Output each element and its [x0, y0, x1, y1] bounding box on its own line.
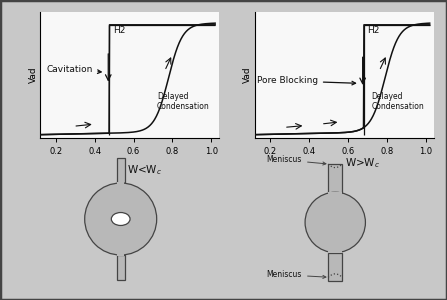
- Bar: [117, 254, 124, 256]
- Text: H2: H2: [367, 26, 380, 34]
- Text: Delayed
Condensation: Delayed Condensation: [157, 92, 210, 111]
- Bar: [329, 251, 342, 253]
- Text: Pore Blocking: Pore Blocking: [257, 76, 355, 85]
- Bar: [328, 253, 342, 281]
- Y-axis label: Vad: Vad: [29, 67, 38, 83]
- Text: W<W$_c$: W<W$_c$: [127, 164, 162, 177]
- Text: Delayed
Condensation: Delayed Condensation: [371, 92, 424, 111]
- Text: Meniscus: Meniscus: [267, 155, 326, 165]
- Text: W>W$_c$: W>W$_c$: [345, 157, 380, 170]
- Bar: [329, 192, 342, 194]
- Bar: [328, 164, 342, 193]
- Bar: [117, 182, 124, 184]
- Text: Meniscus: Meniscus: [267, 270, 326, 279]
- Ellipse shape: [111, 212, 130, 226]
- Text: H2: H2: [113, 26, 126, 34]
- Bar: [117, 255, 125, 280]
- Circle shape: [305, 192, 365, 253]
- Bar: [117, 158, 125, 183]
- Y-axis label: Vad: Vad: [243, 67, 252, 83]
- Circle shape: [84, 183, 157, 255]
- Text: Cavitation: Cavitation: [46, 65, 101, 74]
